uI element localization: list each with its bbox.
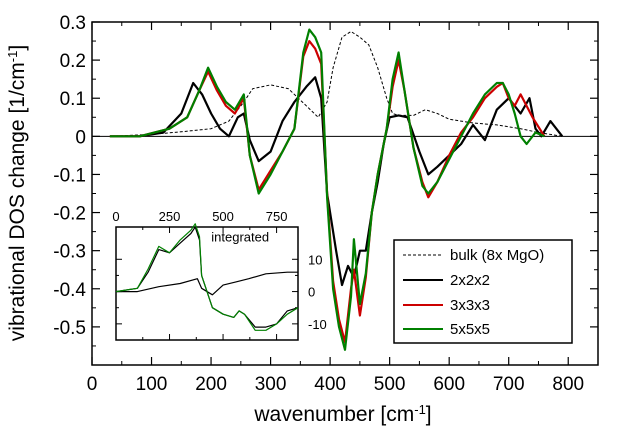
legend-label-2x2x2: 2x2x2 [450,272,490,289]
legend-label-3x3x3: 3x3x3 [450,297,490,314]
legend: bulk (8x MgO) 2x2x2 3x3x3 5x5x5 [393,239,573,344]
inset-x-tick-label: 250 [159,209,181,224]
inset-series-line-1 [116,271,298,296]
main-series-group [109,28,564,351]
x-tick-label: 600 [433,374,465,395]
y-tick-label: -0.1 [53,165,86,186]
y-tick-label: -0.3 [53,242,86,263]
x-tick-label: 200 [195,374,227,395]
x-tick-label: 100 [136,374,168,395]
inset-y-tick-label: -10 [308,317,327,332]
y-tick-label: -0.2 [53,204,86,225]
inset-y-tick-label: 0 [308,285,315,300]
x-axis-label-main: wavenumber [cm [253,403,414,426]
inset-series-line-3 [115,223,299,331]
inset-x-tick-label: 750 [266,209,288,224]
inset-x-tick-label: 500 [212,209,234,224]
x-tick-label: 400 [314,374,346,395]
legend-label-5x5x5: 5x5x5 [450,321,490,338]
inset-annotation-integrated: integrated [211,230,269,245]
inset-border [115,226,299,341]
inset-y-tick-label: 10 [308,252,322,267]
y-tick-label: -0.4 [53,280,86,301]
inset-x-tick-label: 0 [112,209,119,224]
legend-label-bulk: bulk (8x MgO) [450,247,544,264]
y-tick-label: 0.3 [60,13,86,34]
legend-box [393,239,573,344]
x-tick-label: 500 [374,374,406,395]
x-axis-label: wavenumber [cm-1] [253,402,431,427]
y-axis-label: vibrational DOS change [1/cm-1] [5,45,30,341]
y-tick-label: 0 [75,127,86,148]
y-tick-label: -0.5 [53,318,86,339]
x-axis-label-sup: -1 [414,402,426,417]
y-axis-label-end: ] [6,45,29,51]
series-line-bulk-8x-mgo- [109,31,563,137]
x-tick-label: 300 [255,374,287,395]
x-axis-label-end: ] [426,403,432,426]
y-axis-label-main: vibrational DOS change [1/cm [6,62,29,341]
y-tick-label: 0.1 [60,89,86,110]
y-tick-label: 0.2 [60,51,86,72]
main-plot-frame: 0 100 200 300 400 500 600 700 800-0.5-0.4-0.3-0.… [53,13,599,395]
x-tick-label: 0 [87,374,98,395]
y-axis-label-sup: -1 [5,51,20,63]
series-line-5x5x5 [109,28,545,351]
inset-plot: 0 250 500 750 10 0 -10 integrated [112,209,327,341]
x-tick-label: 800 [552,374,584,395]
x-tick-label: 700 [493,374,525,395]
